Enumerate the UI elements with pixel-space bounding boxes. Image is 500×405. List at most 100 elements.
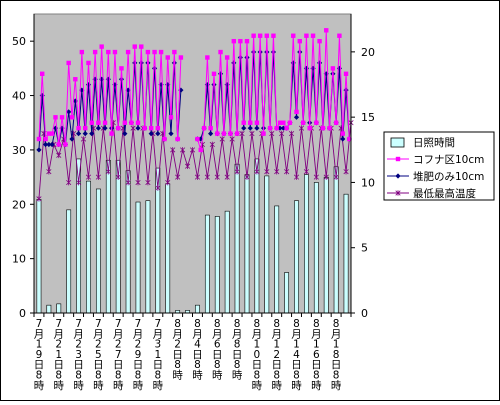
point-kofuna [36, 136, 42, 142]
y-left-tick-label: 0 [19, 307, 26, 320]
point-kofuna [195, 136, 200, 142]
point-compost [247, 125, 253, 131]
point-kofuna [89, 120, 94, 125]
point-compost [102, 125, 108, 131]
point-kofuna [211, 71, 217, 76]
y-left-tick-label: 40 [12, 90, 26, 103]
point-temp [313, 174, 319, 180]
point-kofuna [198, 147, 203, 153]
point-temp [239, 130, 245, 137]
point-temp [184, 163, 191, 170]
point-temp [204, 174, 210, 180]
point-kofuna [291, 33, 296, 38]
point-temp [264, 168, 270, 175]
point-compost [277, 125, 283, 131]
point-kofuna [310, 33, 316, 38]
point-compost [69, 136, 75, 142]
point-kofuna [267, 125, 273, 131]
legend-label-temp: 最低最高温度 [413, 187, 476, 200]
point-kofuna [79, 49, 85, 55]
bar-sunshine [204, 214, 210, 314]
bar-sunshine [274, 205, 280, 314]
point-kofuna [274, 125, 279, 131]
point-kofuna [224, 55, 230, 60]
point-temp [343, 168, 349, 175]
point-kofuna [56, 142, 61, 147]
point-kofuna [218, 49, 223, 55]
point-temp [323, 174, 329, 180]
point-kofuna [119, 66, 124, 71]
point-temp [56, 152, 62, 159]
point-compost [237, 54, 243, 61]
point-compost [82, 131, 88, 137]
bar-sunshine [304, 174, 309, 314]
point-kofuna [53, 115, 58, 120]
point-kofuna [86, 60, 91, 66]
legend-label-kofuna: コフナ区10cm [413, 154, 484, 166]
point-temp [145, 179, 151, 186]
point-kofuna [142, 125, 147, 131]
point-temp [249, 130, 255, 137]
point-kofuna [122, 120, 128, 125]
point-temp [293, 174, 300, 180]
point-kofuna [248, 120, 253, 125]
point-kofuna [228, 131, 233, 136]
point-kofuna [96, 120, 101, 125]
bar-sunshine [294, 200, 299, 314]
point-kofuna [201, 125, 207, 131]
y-left-tick-label: 10 [12, 253, 26, 266]
point-kofuna [129, 120, 134, 125]
point-temp [175, 174, 181, 180]
point-temp [165, 179, 171, 186]
point-kofuna [307, 125, 312, 131]
bar-sunshine [313, 182, 319, 314]
point-compost [244, 54, 250, 61]
point-temp [244, 174, 250, 180]
bars-layer [36, 158, 349, 314]
point-temp [46, 168, 52, 175]
legend-marker-compost [395, 173, 401, 179]
point-compost [224, 82, 230, 88]
point-kofuna [317, 38, 322, 44]
bar-sunshine [86, 180, 91, 314]
bar-sunshine [105, 159, 111, 314]
point-compost [251, 49, 257, 55]
point-kofuna [254, 120, 260, 125]
point-kofuna [158, 49, 164, 55]
legend-item-kofuna: コフナ区10cm [387, 154, 484, 166]
point-kofuna [76, 125, 81, 131]
point-kofuna [59, 115, 65, 120]
point-kofuna [139, 44, 144, 49]
point-compost [122, 131, 128, 137]
point-kofuna [172, 49, 177, 55]
bar-sunshine [323, 176, 329, 314]
point-temp [125, 179, 131, 186]
point-temp [224, 174, 230, 180]
point-temp [36, 196, 42, 202]
point-temp [66, 179, 72, 186]
point-temp [209, 141, 215, 148]
point-compost [270, 49, 277, 55]
point-compost [340, 136, 346, 142]
point-kofuna [168, 115, 174, 120]
point-kofuna [330, 66, 336, 71]
point-compost [135, 125, 141, 131]
point-kofuna [294, 109, 299, 115]
bar-sunshine [254, 158, 260, 314]
point-kofuna [92, 49, 98, 55]
point-kofuna [66, 60, 71, 66]
bar-sunshine [284, 272, 290, 314]
axes-layer: 0 10 20 30 40 50 0 5 10 15 20 7 月 1 9 日 8 時 7 月 2 1 日 8 時 7 月 2 3 日 8 時… [12, 14, 375, 392]
point-compost [293, 114, 300, 120]
point-compost [66, 109, 72, 115]
point-kofuna [287, 120, 293, 125]
point-kofuna [175, 136, 180, 142]
legend-marker-temp [395, 190, 401, 196]
bar-sunshine [264, 175, 270, 314]
